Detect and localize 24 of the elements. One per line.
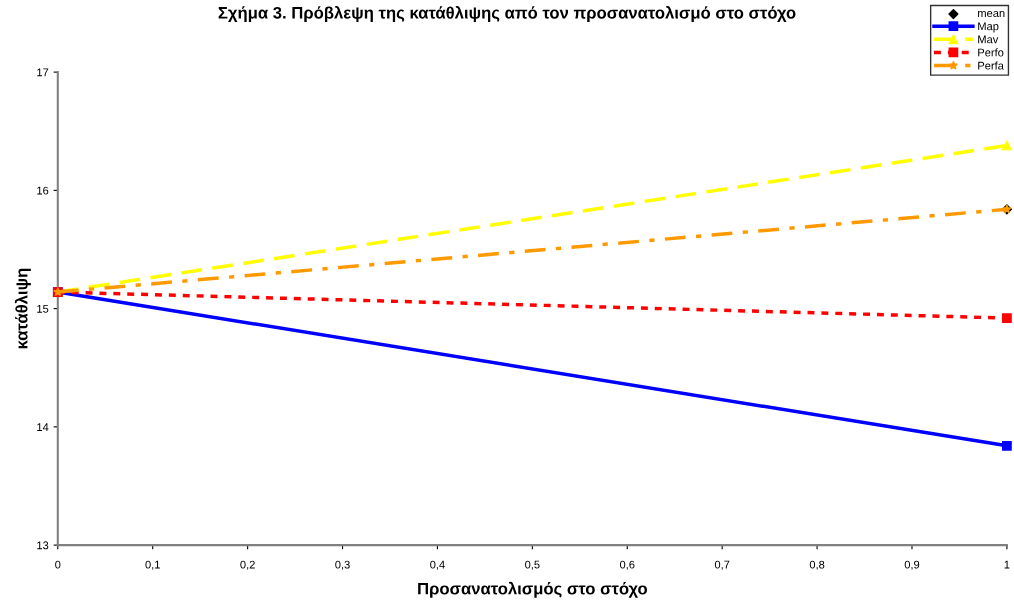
x-axis-title: Προσανατολισμός στο στόχο: [418, 581, 648, 598]
legend-label: Perfo: [978, 48, 1004, 57]
x-tick-label: 0: [55, 560, 61, 569]
x-tick-label: 0,7: [714, 560, 730, 570]
legend-label: Map: [978, 22, 999, 33]
y-tick-label: 14: [37, 423, 49, 431]
y-tick-label: 13: [37, 541, 49, 550]
y-tick-label: 17: [37, 68, 49, 77]
x-tick-label: 0,2: [240, 560, 255, 570]
y-tick-label: 16: [37, 186, 49, 195]
y-axis-title: κατάθλιψη: [14, 268, 31, 349]
legend-label: Perfa: [978, 61, 1004, 70]
legend-label: Mav: [978, 35, 999, 44]
x-tick-label: 0,8: [809, 560, 825, 570]
x-tick-label: 0,4: [430, 560, 445, 570]
chart-title: Σχήμα 3. Πρόβλεψη της κατάθλιψης από τον προσανατολισμό στο στόχο: [218, 6, 796, 22]
x-tick-label: 0,5: [525, 560, 540, 570]
x-tick-label: 1: [1004, 560, 1010, 569]
legend-label: mean: [978, 10, 1005, 18]
x-tick-label: 0,3: [335, 560, 350, 570]
x-tick-label: 0,9: [904, 560, 920, 570]
y-tick-label: 15: [37, 305, 49, 313]
x-tick-label: 0,1: [145, 560, 160, 570]
x-tick-label: 0,6: [619, 560, 635, 570]
